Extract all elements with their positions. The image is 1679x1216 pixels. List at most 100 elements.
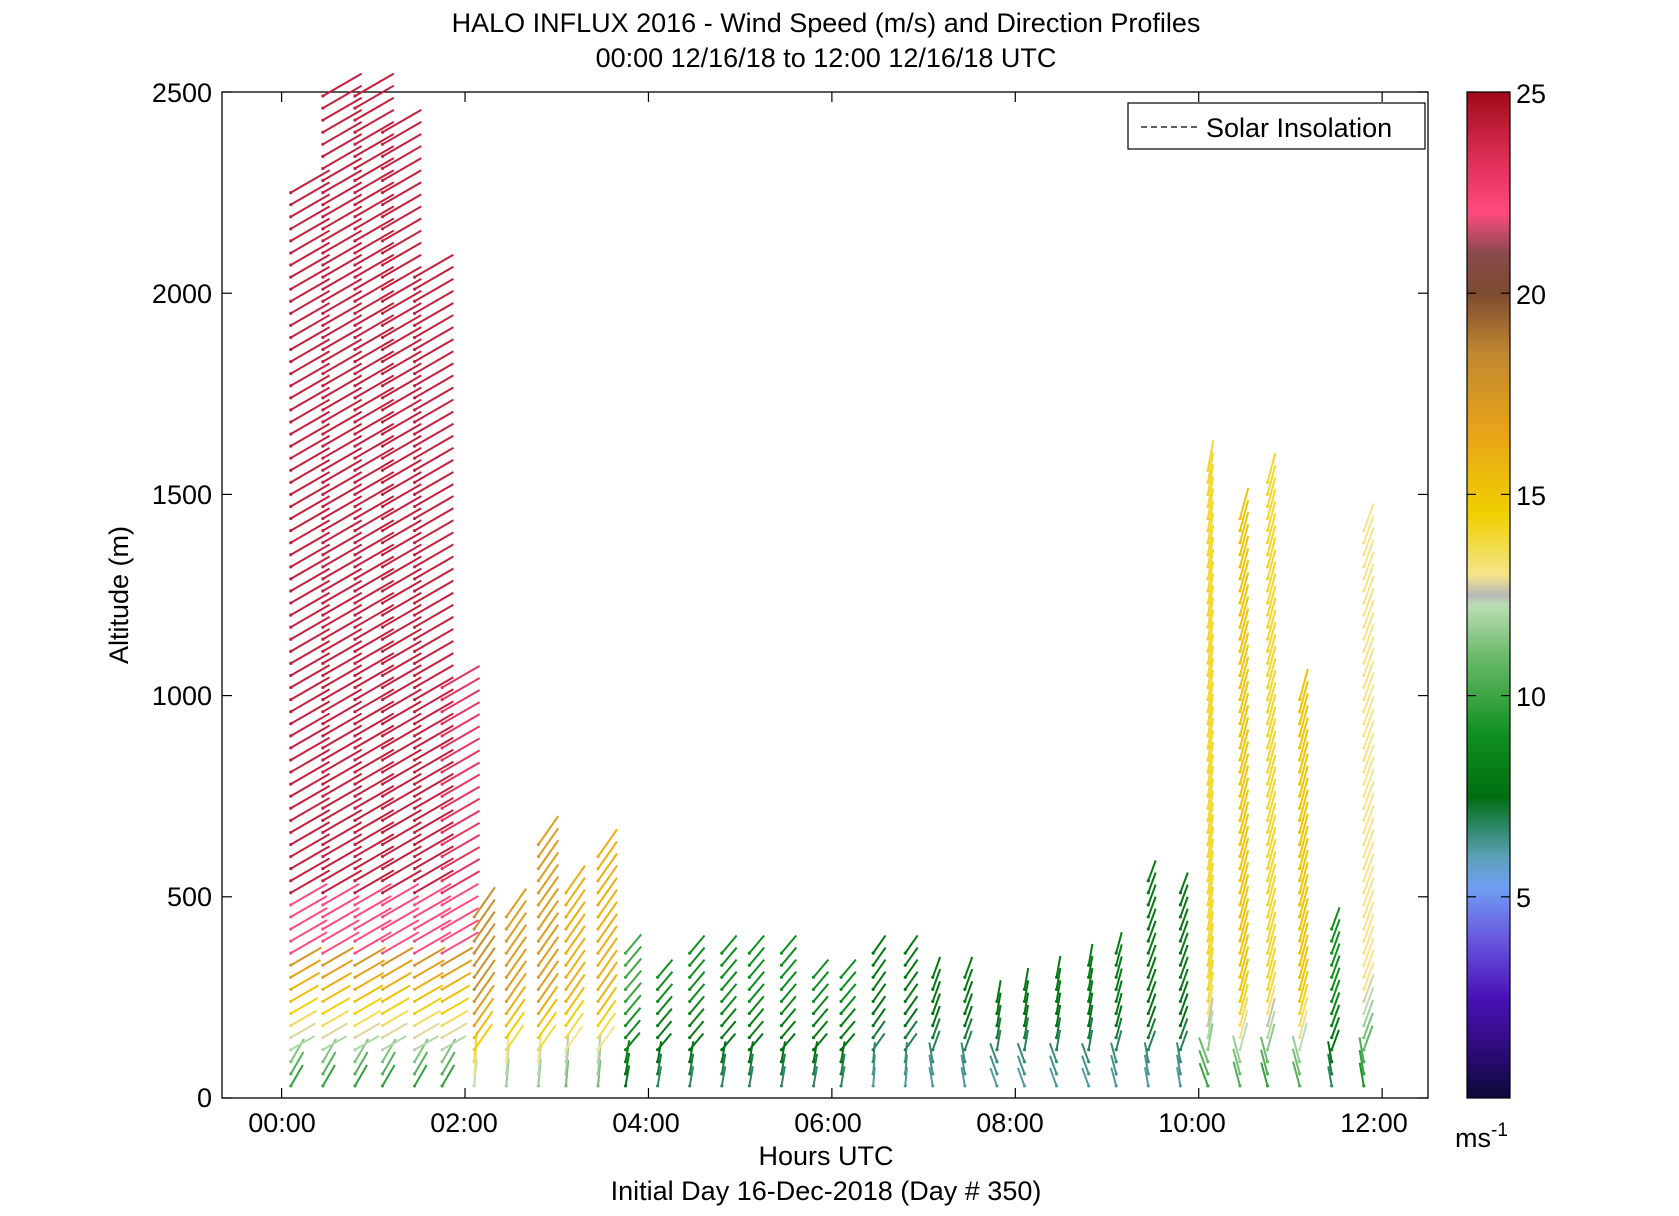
wind-arrow-head: [1298, 975, 1302, 979]
wind-arrow: [1266, 923, 1277, 954]
wind-arrow-head: [1298, 818, 1302, 822]
wind-arrow: [414, 946, 446, 967]
wind-arrow: [354, 108, 395, 134]
wind-arrow: [290, 362, 331, 387]
wind-arrow: [381, 422, 422, 447]
wind-arrow: [963, 968, 974, 990]
wind-arrow: [1115, 992, 1123, 1014]
wind-arrow-head: [871, 1036, 875, 1040]
wind-arrow: [1266, 802, 1277, 833]
wind-arrow-head: [688, 975, 692, 979]
wind-arrow-head: [353, 661, 357, 666]
wind-arrow-head: [1087, 1023, 1091, 1028]
wind-arrow: [354, 959, 386, 979]
wind-arrow: [414, 736, 454, 761]
wind-arrow: [872, 1042, 876, 1062]
wind-arrow-head: [472, 1011, 476, 1016]
wind-arrow-head: [321, 142, 325, 146]
wind-arrow-head: [1054, 1072, 1059, 1076]
wind-arrow: [1115, 1017, 1123, 1038]
wind-arrow-head: [412, 565, 417, 569]
wind-arrow-head: [472, 1084, 476, 1088]
wind-arrow: [322, 290, 363, 315]
wind-arrow: [322, 157, 363, 182]
wind-arrow-head: [1146, 1036, 1150, 1040]
wind-arrow: [872, 1054, 876, 1074]
wind-arrow-head: [1265, 903, 1270, 907]
wind-arrow: [1179, 884, 1189, 906]
wind-arrow-head: [1087, 999, 1091, 1004]
wind-arrow: [354, 229, 395, 254]
wind-arrow: [290, 422, 331, 447]
wind-arrow-head: [1206, 987, 1210, 991]
wind-arrow: [381, 700, 422, 725]
wind-arrow: [1266, 790, 1277, 821]
wind-arrow-head: [656, 1072, 660, 1076]
wind-arrow-head: [564, 999, 568, 1004]
wind-arrow-head: [289, 746, 293, 750]
wind-arrow-head: [1362, 1084, 1366, 1088]
wind-arrow: [1023, 992, 1030, 1014]
wind-arrow-head: [1206, 1084, 1210, 1088]
wind-arrow-head: [596, 867, 600, 871]
wind-arrow: [624, 994, 642, 1015]
wind-arrow: [381, 869, 422, 894]
wind-arrow-head: [412, 504, 417, 509]
wind-arrow-head: [1206, 782, 1210, 786]
wind-arrow: [872, 995, 887, 1015]
wind-arrow-head: [656, 1011, 660, 1016]
wind-arrow: [505, 1011, 525, 1039]
wind-arrow: [1206, 898, 1215, 930]
wind-arrow: [1358, 1049, 1365, 1075]
wind-arrow-head: [289, 613, 293, 617]
wind-arrow-head: [536, 1048, 541, 1052]
wind-arrow-head: [1206, 1060, 1210, 1064]
wind-arrow: [473, 1058, 478, 1087]
wind-arrow: [1176, 1067, 1182, 1087]
wind-arrow-head: [1265, 637, 1270, 641]
wind-arrow-head: [1206, 589, 1210, 593]
wind-arrow-head: [1265, 734, 1270, 738]
wind-arrow-head: [1238, 734, 1242, 738]
wind-arrow: [1362, 539, 1375, 568]
wind-arrow-head: [321, 673, 325, 678]
wind-arrow: [688, 1020, 705, 1039]
wind-arrow: [290, 883, 328, 906]
wind-arrow: [931, 980, 942, 1002]
wind-arrow-head: [353, 166, 357, 171]
wind-arrow: [441, 797, 481, 822]
wind-arrow-head: [1114, 1011, 1118, 1016]
wind-arrow: [1206, 645, 1215, 676]
wind-arrow: [413, 1051, 429, 1075]
wind-arrow-head: [353, 577, 357, 581]
wind-arrow: [1362, 648, 1375, 676]
wind-arrow: [441, 931, 479, 955]
wind-arrow: [1143, 1042, 1150, 1062]
wind-arrow-head: [1362, 915, 1366, 919]
wind-arrow: [1016, 1055, 1026, 1075]
wind-arrow-head: [720, 1036, 724, 1040]
wind-arrow: [537, 998, 558, 1027]
wind-arrow-head: [1238, 939, 1242, 943]
wind-arrow-head: [1265, 975, 1270, 979]
wind-arrow-head: [353, 782, 357, 786]
wind-arrow-head: [289, 685, 293, 690]
wind-arrow: [354, 997, 383, 1015]
wind-arrow: [354, 700, 395, 725]
wind-arrow: [565, 877, 586, 906]
wind-arrow-head: [1298, 879, 1302, 883]
wind-arrow: [928, 1067, 934, 1087]
wind-arrow-head: [353, 1072, 357, 1076]
wind-arrow: [381, 971, 412, 991]
wind-arrow: [473, 971, 496, 1002]
wind-arrow-head: [353, 903, 357, 907]
wind-arrow-head: [440, 891, 444, 895]
wind-arrow-head: [564, 1011, 568, 1016]
wind-arrow-head: [747, 975, 751, 979]
wind-arrow-head: [380, 589, 385, 593]
wind-arrow-head: [321, 420, 325, 424]
wind-arrow: [1239, 644, 1250, 676]
wind-arrow: [780, 934, 798, 954]
wind-arrow-head: [353, 1060, 357, 1064]
wind-arrow: [840, 1008, 856, 1027]
